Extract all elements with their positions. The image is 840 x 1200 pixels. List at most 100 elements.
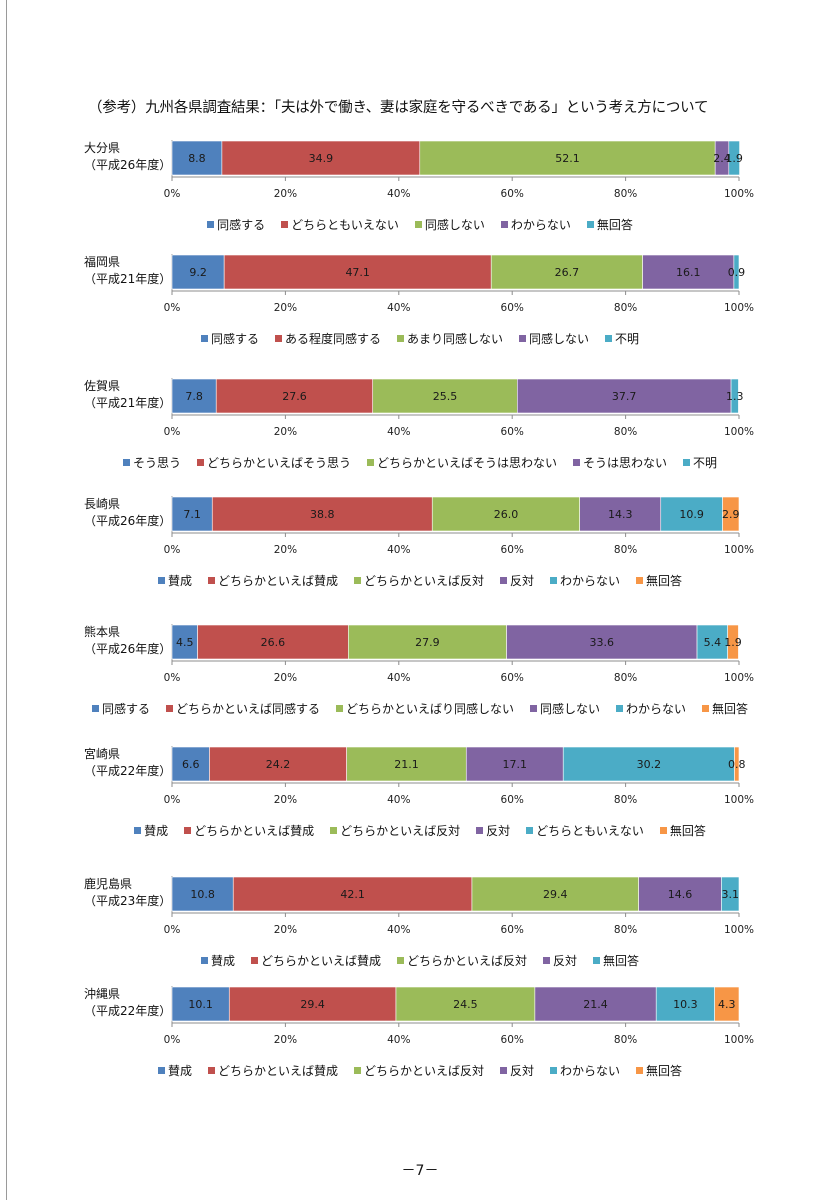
x-tick-label: 20% (274, 302, 297, 314)
data-label: 16.1 (676, 266, 701, 279)
survey-year: （平成23年度） (84, 894, 172, 908)
data-label: 26.7 (555, 266, 580, 279)
legend-label: どちらかといえば同感する (175, 701, 320, 716)
legend-item: どちらかといえば賛成 (207, 1062, 338, 1078)
legend-item: そう思う (122, 454, 181, 470)
bar-segment (209, 746, 347, 782)
x-tick-label: 60% (501, 672, 524, 684)
survey-year: （平成26年度） (84, 158, 172, 172)
x-tick-label: 40% (387, 1034, 410, 1046)
data-label: 7.1 (183, 508, 201, 521)
legend-item: 無回答 (586, 216, 633, 232)
legend-swatch (330, 826, 338, 834)
prefecture-name: 長崎県 (84, 497, 121, 511)
data-label: 24.5 (453, 998, 478, 1011)
data-label: 30.2 (637, 758, 662, 771)
legend-swatch (91, 704, 99, 712)
legend-label: どちらかといえば賛成 (194, 823, 315, 838)
legend-item: 無回答 (593, 952, 639, 968)
legend-label: どちらかといえば反対 (363, 1063, 484, 1078)
prefecture-name: 佐賀県 (84, 379, 121, 393)
legend-swatch (543, 956, 550, 964)
legend-label: そうは思わない (583, 455, 668, 470)
legend-item: わからない (550, 572, 620, 588)
legend-item: 不明 (605, 330, 639, 346)
survey-year: （平成26年度） (84, 514, 172, 528)
stacked-bar-plot: 10.8 42.1 29.4 14.6 3.1 0% 20% 40% 60% 80% 100% (164, 876, 754, 936)
bar-segment (431, 496, 580, 532)
chart-3: 佐賀県 （平成21年度） 7.8 27.6 25.5 37.7 1.3 0% 20% 40% 60%… (0, 378, 840, 488)
legend-swatch (593, 956, 601, 964)
x-tick-label: 100% (724, 672, 754, 684)
bar-segment (221, 140, 421, 176)
bar-segment (215, 378, 374, 414)
bar-segment (579, 496, 662, 532)
x-tick-label: 0% (164, 672, 181, 684)
x-tick-label: 20% (274, 188, 297, 200)
legend-label: わからない (560, 1063, 621, 1078)
bar-segment (228, 986, 397, 1022)
data-label: 10.9 (679, 508, 704, 521)
legend-item: わからない (616, 700, 686, 716)
legend-swatch (526, 826, 534, 834)
legend-swatch (573, 458, 580, 466)
legend-item: 無回答 (702, 700, 748, 716)
legend-label: どちらかといえば賛成 (260, 953, 381, 968)
data-label: 34.9 (309, 152, 334, 165)
bar-segment (465, 746, 564, 782)
legend-item: 反対 (500, 1062, 534, 1078)
chart-8: 沖縄県 （平成22年度） 10.1 29.4 24.5 21.4 10.3 4.3 0% 20% 4… (0, 986, 840, 1096)
data-label: 10.1 (188, 998, 213, 1011)
data-label: 21.4 (583, 998, 608, 1011)
data-label: 4.3 (718, 998, 736, 1011)
x-tick-label: 20% (274, 1034, 297, 1046)
legend-item: どちらかといえば反対 (353, 1062, 484, 1078)
bar-segment (171, 986, 230, 1022)
chart-legend: 同感する どちらともいえない 同感しない わからない 無回答 (0, 216, 840, 232)
chart-1: 大分県 （平成26年度） 8.8 34.9 52.1 2.4 1.9 0% 20% 40% 60% 8… (0, 140, 840, 250)
legend-label: 同感しない (424, 217, 485, 232)
legend-label: 不明 (615, 331, 640, 346)
prefecture-name: 大分県 (84, 141, 121, 155)
x-tick-label: 40% (387, 302, 410, 314)
legend-item: 賛成 (157, 572, 192, 588)
legend-item: どちらかといえば同感する (165, 700, 320, 716)
data-label: 9.2 (189, 266, 207, 279)
bar-segment (171, 624, 198, 660)
legend-item: 同感しない (530, 700, 600, 716)
data-label: 5.4 (704, 636, 722, 649)
data-label: 26.0 (494, 508, 519, 521)
legend-item: 同感する (207, 216, 265, 232)
legend-swatch (196, 458, 204, 466)
chart-legend: 賛成 どちらかといえば賛成 どちらかといえば反対 反対 わからない 無回答 (0, 572, 840, 588)
legend-swatch (550, 576, 558, 584)
prefecture-name: 鹿児島県 (84, 877, 133, 891)
legend-item: 同感しない (519, 330, 589, 346)
x-tick-label: 0% (164, 1034, 181, 1046)
x-tick-label: 80% (614, 1034, 637, 1046)
legend-label: 無回答 (596, 217, 633, 232)
legend-swatch (605, 334, 613, 342)
data-label: 25.5 (433, 390, 458, 403)
legend-swatch (530, 704, 537, 712)
x-tick-label: 80% (614, 188, 637, 200)
legend-swatch (500, 1066, 507, 1074)
legend-swatch (500, 220, 508, 228)
legend-label: わからない (510, 217, 571, 232)
legend-swatch (335, 704, 343, 712)
chart-legend: 賛成 どちらかといえば賛成 どちらかといえば反対 反対 無回答 (0, 952, 840, 968)
legend-swatch (616, 704, 624, 712)
x-tick-label: 60% (501, 924, 524, 936)
prefecture-name: 宮崎県 (84, 747, 121, 761)
chart-legend: 賛成 どちらかといえば賛成 どちらかといえば反対 反対 わからない 無回答 (0, 1062, 840, 1078)
legend-label: そう思う (132, 455, 181, 470)
legend-label: どちらかといえば反対 (340, 823, 461, 838)
bar-segment (171, 140, 223, 176)
legend-label: どちらかといえばそうは思わない (376, 455, 557, 470)
legend-label: 反対 (553, 953, 578, 968)
x-tick-label: 60% (501, 1034, 524, 1046)
stacked-bar-plot: 7.1 38.8 26.0 14.3 10.9 2.9 0% 20% 40% 60% 80% 100% (164, 496, 754, 556)
legend-item: あまり同感しない (396, 330, 503, 346)
legend-label: 不明 (693, 455, 718, 470)
